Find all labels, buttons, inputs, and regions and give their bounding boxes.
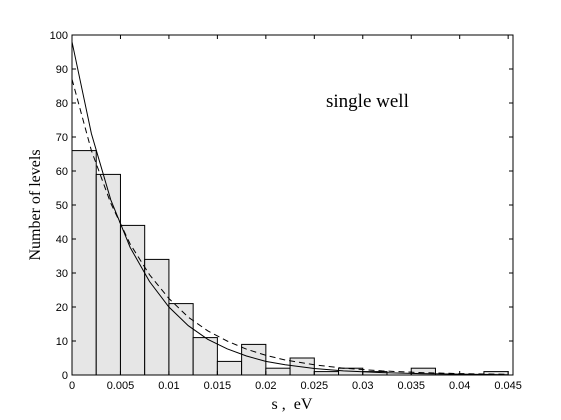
histogram-bar-6 [216, 360, 243, 376]
y-axis-ticks: 0 10 20 30 40 50 60 70 80 90 100 [50, 30, 513, 382]
histogram-bar-1 [95, 173, 121, 376]
x-axis-ticks: 0 0.005 0.01 0.015 0.02 0.025 0.03 0.035 0.04 0.0… [69, 35, 522, 392]
histogram-bar-8 [265, 367, 291, 376]
y-tick-label-4: 40 [56, 234, 68, 246]
y-tick-label-5: 50 [56, 200, 68, 212]
y-tick-label-8: 80 [56, 98, 68, 110]
x-tick-label-8: 0.04 [449, 380, 470, 392]
y-tick-label-3: 30 [56, 268, 68, 280]
y-tick-label-9: 90 [56, 64, 68, 76]
histogram-bar-0 [71, 150, 97, 376]
y-tick-label-0: 0 [62, 370, 68, 382]
x-tick-label-3: 0.015 [204, 380, 232, 392]
histogram-bar-5 [192, 337, 218, 376]
histogram-bar-3 [144, 258, 170, 376]
fit-curves [71, 41, 509, 376]
y-tick-label-6: 60 [56, 166, 68, 178]
x-tick-label-0: 0 [69, 380, 75, 392]
x-tick-label-9: 0.045 [494, 380, 522, 392]
y-tick-label-1: 10 [56, 336, 68, 348]
histogram-bar-7 [241, 343, 267, 376]
x-tick-label-5: 0.025 [301, 380, 329, 392]
y-axis-title: Number of levels [27, 149, 44, 260]
y-tick-label-2: 20 [56, 302, 68, 314]
histogram-bar-4 [168, 303, 194, 376]
x-tick-label-7: 0.035 [397, 380, 425, 392]
dashed-fit-curve [71, 79, 509, 375]
histogram-bar-2 [119, 224, 146, 376]
y-tick-label-7: 70 [56, 132, 68, 144]
histogram-bar-10 [313, 371, 340, 376]
chart-annotation: single well [326, 91, 409, 112]
x-axis-title: s , eV [272, 396, 313, 413]
x-tick-label-4: 0.02 [255, 380, 276, 392]
x-tick-label-6: 0.03 [352, 380, 373, 392]
histogram-bars [71, 150, 509, 376]
x-tick-label-2: 0.01 [158, 380, 179, 392]
solid-fit-curve [71, 41, 509, 376]
y-tick-label-10: 100 [50, 30, 68, 42]
x-tick-label-1: 0.005 [107, 380, 135, 392]
